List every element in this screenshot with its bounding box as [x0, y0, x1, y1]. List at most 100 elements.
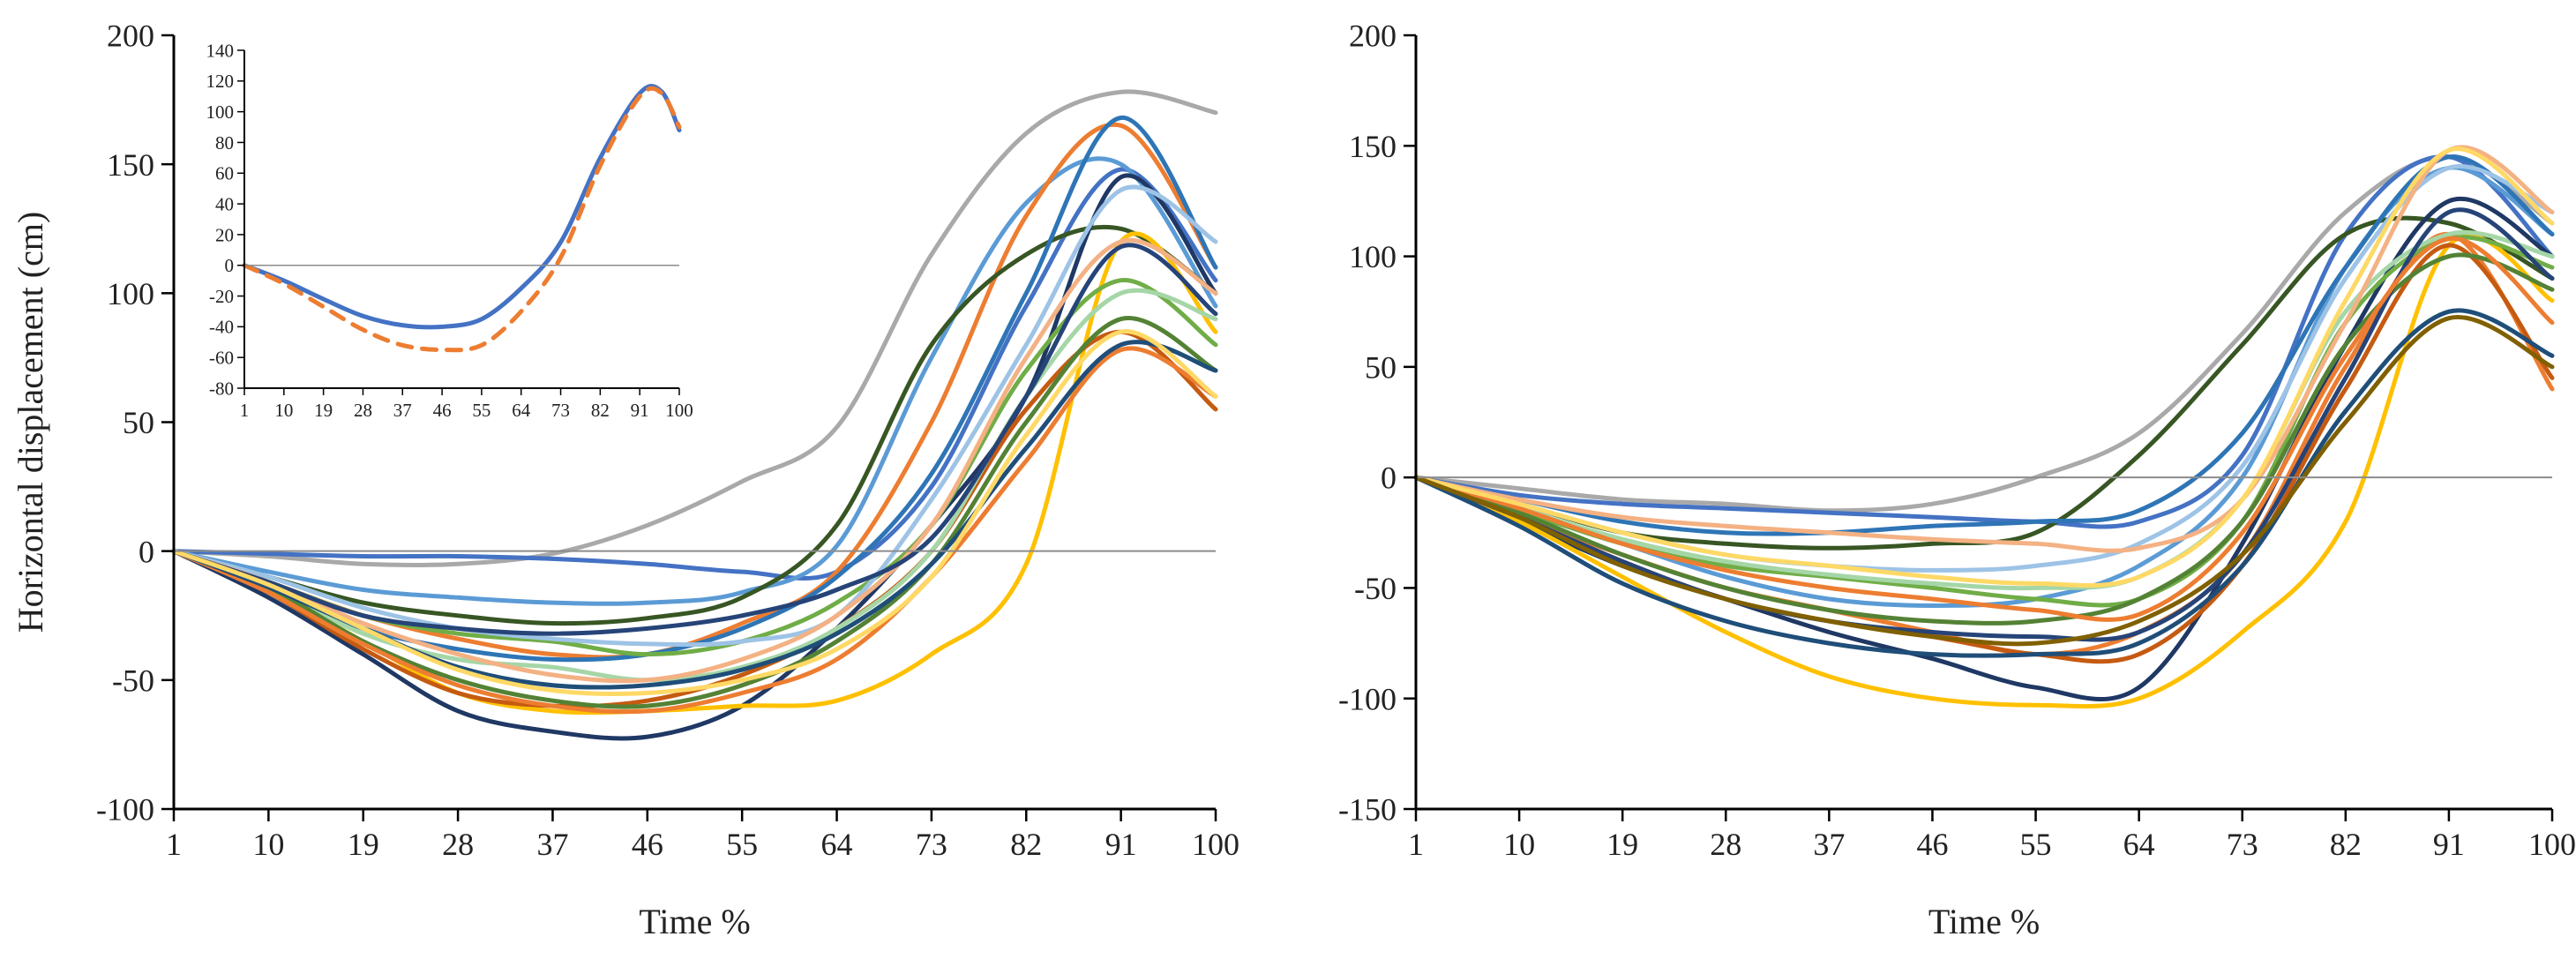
left-y-tick-label: -100 — [96, 792, 154, 828]
left-series-group — [171, 89, 1218, 741]
left-y-tick-label: -50 — [112, 663, 154, 698]
left-series-line-13 — [171, 316, 1218, 709]
inset-y-tick-labels: -80 -60 -40 -20 0 20 40 60 80 100 120 140 — [206, 40, 244, 399]
left-x-tick-label: 82 — [1010, 827, 1042, 862]
left-x-tick-label: 100 — [1192, 827, 1239, 862]
left-y-tick-label: 150 — [107, 147, 154, 183]
left-x-tick-label: 64 — [821, 827, 853, 862]
right-chart-panel: 1 10 19 28 37 46 55 64 73 82 91 100 -150 -100 -50 0 50 1… — [1338, 19, 2576, 941]
right-y-tick-label: 0 — [1381, 461, 1397, 496]
left-series-line-5 — [171, 224, 1218, 626]
left-x-tick-label: 73 — [916, 827, 947, 862]
inset-x-tick-label: 46 — [433, 400, 452, 421]
inset-y-tick-label: 60 — [215, 163, 234, 184]
inset-x-tick-label: 19 — [314, 400, 333, 421]
inset-x-tick-label: 28 — [354, 400, 372, 421]
inset-y-tick-label: 140 — [206, 40, 235, 61]
inset-y-tick-label: -40 — [209, 317, 234, 338]
inset-x-tick-label: 82 — [591, 400, 610, 421]
inset-x-tick-label: 55 — [472, 400, 490, 421]
left-x-tick-label: 19 — [348, 827, 379, 862]
inset-series-group — [242, 84, 682, 353]
left-y-tick-label: 0 — [139, 534, 154, 569]
left-x-tick-label: 28 — [442, 827, 474, 862]
left-y-tick-labels: -100 -50 0 50 100 150 200 — [96, 19, 174, 828]
right-y-tick-label: -150 — [1338, 792, 1397, 828]
right-series-line-13 — [1413, 252, 2555, 626]
right-y-tick-label: 150 — [1349, 129, 1397, 164]
inset-x-tick-label: 64 — [512, 400, 531, 421]
left-series-line-10 — [171, 329, 1218, 709]
left-series-line-15 — [171, 243, 1218, 636]
right-x-tick-label: 19 — [1606, 827, 1638, 862]
inset-series-line-2 — [242, 86, 682, 353]
left-x-axis-label: Time % — [639, 902, 750, 941]
left-series-line-2 — [171, 167, 1218, 581]
right-x-tick-labels: 1 10 19 28 37 46 55 64 73 82 91 100 — [1408, 809, 2576, 862]
inset-y-tick-label: 20 — [215, 224, 234, 245]
inset-y-tick-label: 80 — [215, 132, 234, 154]
left-x-tick-label: 91 — [1105, 827, 1137, 862]
right-x-tick-label: 73 — [2227, 827, 2258, 862]
right-series-line-19 — [1413, 314, 2555, 647]
right-y-tick-label: 100 — [1349, 239, 1397, 274]
inset-x-tick-label: 73 — [551, 400, 570, 421]
left-series-line-14 — [171, 237, 1218, 684]
right-y-tick-label: 200 — [1349, 19, 1397, 54]
left-series-line-3 — [171, 156, 1218, 606]
right-series-line-1 — [1413, 154, 2555, 513]
right-x-axis-label: Time % — [1928, 902, 2040, 941]
inset-y-tick-label: 100 — [206, 101, 235, 123]
left-y-axis-label: Horizontal displacement (cm) — [11, 212, 50, 633]
inset-x-tick-label: 100 — [665, 400, 693, 421]
right-series-line-5 — [1413, 215, 2555, 551]
right-x-tick-label: 100 — [2528, 827, 2576, 862]
left-x-tick-label: 37 — [536, 827, 568, 862]
left-x-tick-label: 46 — [632, 827, 663, 862]
inset-x-tick-labels: 1 10 19 28 37 46 55 64 73 82 91 100 — [240, 388, 693, 421]
right-series-line-16 — [1413, 236, 2555, 622]
right-x-tick-label: 91 — [2433, 827, 2465, 862]
inset-x-tick-label: 37 — [393, 400, 412, 421]
right-x-tick-label: 10 — [1503, 827, 1535, 862]
right-x-tick-label: 64 — [2123, 827, 2155, 862]
right-series-line-14 — [1413, 145, 2555, 553]
right-series-group — [1413, 145, 2555, 709]
inset-background — [181, 35, 697, 441]
left-series-line-11 — [171, 288, 1218, 683]
right-series-line-2 — [1413, 154, 2555, 529]
inset-y-tick-label: -80 — [209, 378, 234, 399]
inset-x-tick-label: 1 — [240, 400, 250, 421]
inset-x-tick-label: 91 — [631, 400, 649, 421]
right-x-tick-label: 55 — [2020, 827, 2052, 862]
left-y-tick-label: 50 — [123, 405, 154, 440]
left-x-tick-label: 55 — [726, 827, 758, 862]
inset-y-tick-label: 0 — [225, 255, 235, 276]
right-y-tick-label: -50 — [1354, 571, 1397, 606]
inset-x-tick-label: 10 — [274, 400, 293, 421]
inset-chart: 1 10 19 28 37 46 55 64 73 82 91 100 -80 -60 -40 -20 0 20… — [181, 35, 697, 441]
left-y-tick-label: 200 — [107, 19, 154, 54]
inset-y-tick-label: 120 — [206, 71, 235, 92]
right-y-tick-label: 50 — [1365, 349, 1397, 385]
right-x-tick-label: 1 — [1408, 827, 1424, 862]
right-x-tick-label: 82 — [2330, 827, 2362, 862]
left-x-tick-labels: 1 10 19 28 37 46 55 64 73 82 91 100 — [166, 809, 1239, 862]
left-x-tick-label: 1 — [166, 827, 182, 862]
right-series-line-8 — [1413, 234, 2555, 709]
left-y-tick-label: 100 — [107, 276, 154, 311]
right-series-line-18 — [1413, 146, 2555, 588]
right-y-tick-label: -100 — [1338, 681, 1397, 716]
inset-y-tick-label: -60 — [209, 348, 234, 369]
left-series-line-1 — [171, 89, 1218, 568]
right-series-line-4 — [1413, 231, 2555, 657]
right-y-tick-labels: -150 -100 -50 0 50 100 150 200 — [1338, 19, 1416, 828]
right-x-tick-label: 46 — [1916, 827, 1948, 862]
right-series-line-17 — [1413, 308, 2555, 658]
right-series-line-15 — [1413, 207, 2555, 642]
inset-series-line-1 — [242, 84, 682, 330]
left-x-tick-label: 10 — [252, 827, 284, 862]
right-x-tick-label: 37 — [1813, 827, 1845, 862]
left-chart-panel: 1 10 19 28 37 46 55 64 73 82 91 100 -100-5005010015… — [11, 19, 1239, 941]
